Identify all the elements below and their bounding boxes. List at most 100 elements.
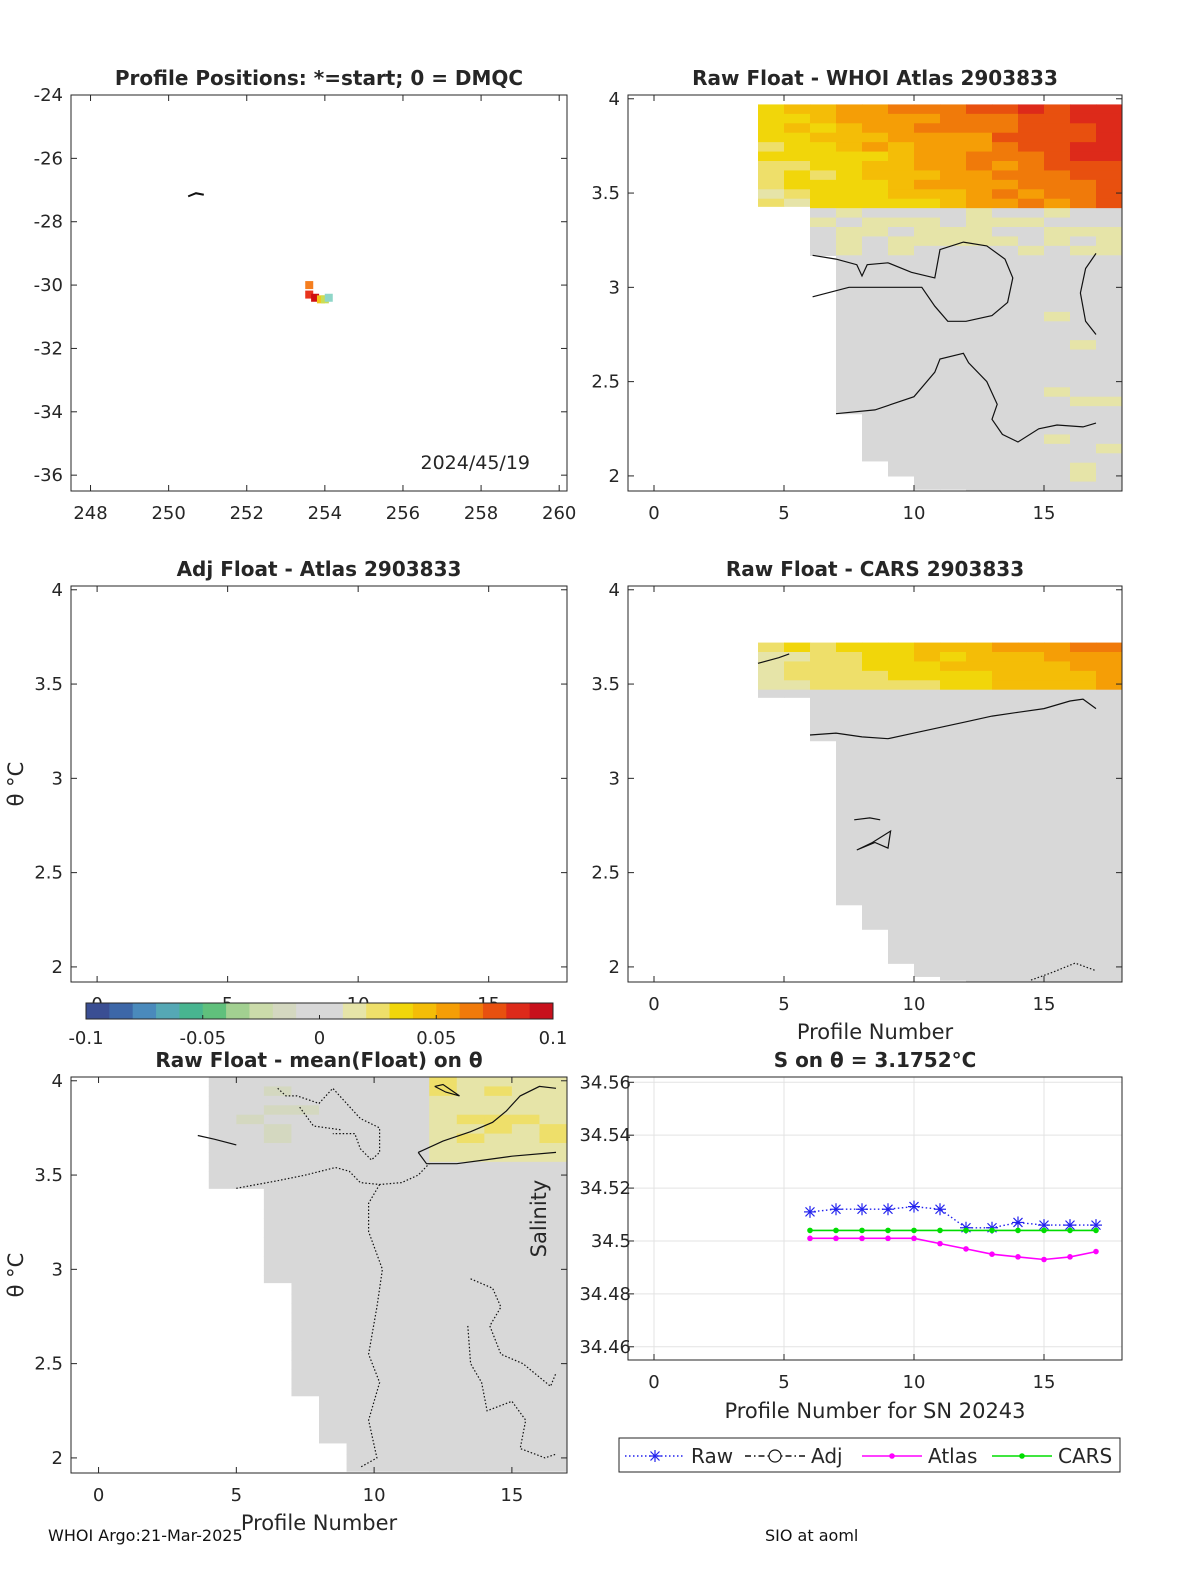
contour-line xyxy=(1079,253,1097,335)
heat-cell xyxy=(784,170,811,181)
heat-cell xyxy=(346,1284,375,1295)
heat-cell xyxy=(319,1256,348,1267)
heat-cell xyxy=(810,227,837,238)
heat-cell xyxy=(784,161,811,172)
heat-cell xyxy=(758,189,785,200)
chart-title: Raw Float - mean(Float) on θ xyxy=(155,1048,482,1072)
heat-cell xyxy=(966,151,993,162)
x-tick-label: 5 xyxy=(778,503,789,524)
heat-cell xyxy=(539,1190,567,1201)
heat-cell xyxy=(940,198,967,209)
y-tick-label: -30 xyxy=(34,275,63,296)
heat-cell xyxy=(346,1237,375,1248)
heat-cell xyxy=(208,1086,237,1097)
heat-cell xyxy=(456,1275,485,1286)
heat-cell xyxy=(1096,425,1122,436)
heat-cell xyxy=(862,812,889,823)
y-tick-label: 34.56 xyxy=(579,1072,631,1093)
heat-cell xyxy=(263,1265,293,1276)
heat-cell xyxy=(966,264,993,275)
heat-cell xyxy=(1096,236,1122,247)
heat-cell xyxy=(1018,208,1045,219)
heat-cell xyxy=(291,1265,320,1276)
heat-cell xyxy=(1070,283,1097,294)
heat-cell xyxy=(1018,859,1045,870)
heat-cell xyxy=(992,302,1019,313)
heat-cell xyxy=(539,1378,567,1389)
heat-cell xyxy=(940,944,967,955)
heat-cell xyxy=(888,774,915,785)
heat-cell xyxy=(862,236,889,247)
heat-cell xyxy=(888,897,915,908)
heat-cell xyxy=(1096,264,1122,275)
heat-cell xyxy=(1044,255,1071,266)
heat-cell xyxy=(1070,652,1097,663)
heat-cell xyxy=(940,840,967,851)
heat-cell xyxy=(539,1246,567,1257)
heat-cell xyxy=(208,1171,237,1182)
heat-cell xyxy=(1096,887,1122,898)
heat-cell xyxy=(456,1407,485,1418)
heat-cell xyxy=(836,264,863,275)
heat-cell xyxy=(914,245,941,256)
heat-cell xyxy=(429,1463,458,1472)
heat-cell xyxy=(888,670,915,681)
heat-cell xyxy=(456,1095,485,1106)
heat-cell xyxy=(914,236,941,247)
heat-cell xyxy=(914,642,941,653)
heat-cell xyxy=(511,1265,541,1276)
heat-cell xyxy=(758,689,785,698)
heat-cell xyxy=(888,812,915,823)
heat-cell xyxy=(810,736,837,742)
heat-cell xyxy=(836,321,863,332)
heat-cell xyxy=(862,868,889,879)
heat-cell xyxy=(940,821,967,832)
heat-cell xyxy=(940,236,967,247)
y-tick-label: 3.5 xyxy=(591,674,620,695)
heat-cell xyxy=(940,406,967,417)
heat-cell xyxy=(456,1077,485,1088)
heat-cell xyxy=(1018,868,1045,879)
heat-cell xyxy=(429,1227,458,1238)
heat-cell xyxy=(966,727,993,738)
heat-cell xyxy=(862,642,889,653)
heat-cell xyxy=(862,680,889,691)
heat-cell xyxy=(888,425,915,436)
y-tick-label: 2 xyxy=(52,957,63,978)
heat-cell xyxy=(992,170,1019,181)
heat-cell xyxy=(263,1124,293,1135)
heat-cell xyxy=(836,245,863,256)
heat-cell xyxy=(456,1218,485,1229)
heat-cell xyxy=(992,406,1019,417)
heat-cell xyxy=(940,793,967,804)
heat-cell xyxy=(940,311,967,322)
heat-cell xyxy=(401,1435,430,1446)
heat-cell xyxy=(862,227,889,238)
heat-cell xyxy=(1096,925,1122,936)
heat-cell xyxy=(784,689,811,698)
heat-cell xyxy=(888,406,915,417)
heat-cell xyxy=(888,104,915,115)
heat-cell xyxy=(429,1161,458,1172)
heat-cell xyxy=(1070,868,1097,879)
colorbar-swatch xyxy=(506,1003,531,1019)
heat-cell xyxy=(346,1444,375,1455)
heat-cell xyxy=(1044,642,1071,653)
heat-cell xyxy=(940,415,967,426)
heat-cell xyxy=(862,699,889,710)
heat-cell xyxy=(401,1180,430,1191)
heat-cell xyxy=(1018,170,1045,181)
heat-cell xyxy=(862,859,889,870)
heat-cell xyxy=(966,123,993,134)
heat-cell xyxy=(291,1369,320,1380)
heat-cell xyxy=(401,1209,430,1220)
heat-cell xyxy=(1018,736,1045,747)
heat-cell xyxy=(401,1077,430,1088)
heat-cell xyxy=(1096,784,1122,795)
series-marker-raw xyxy=(830,1203,842,1216)
heat-cell xyxy=(888,151,915,162)
heat-cell xyxy=(758,123,785,134)
heat-cell xyxy=(291,1086,320,1097)
heat-cell xyxy=(429,1341,458,1352)
